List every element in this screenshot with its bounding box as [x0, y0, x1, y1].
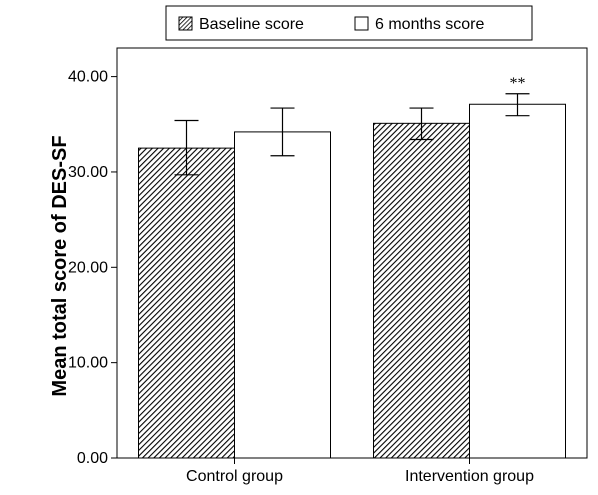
bar-baseline-1: [373, 122, 470, 459]
y-tick-label: 20.00: [68, 259, 108, 276]
legend-box: [165, 5, 533, 41]
x-axis: Control group Intervention group: [186, 458, 534, 485]
legend-swatch-baseline: [178, 16, 193, 31]
significance-annotation: **: [510, 75, 526, 92]
x-tick-label: Control group: [186, 468, 283, 485]
legend-label-baseline: Baseline score: [199, 16, 304, 33]
error-bars: [174, 93, 530, 176]
bar-baseline-0: [138, 147, 235, 459]
y-axis: 0.00 10.00 20.00 30.00 40.00: [68, 69, 117, 467]
bar-6months-1: [469, 103, 566, 459]
y-axis-label: Mean total score of DES-SF: [49, 135, 71, 396]
plot-frame: [116, 47, 588, 459]
bar-6months-0: [234, 131, 331, 459]
annotations: **: [510, 75, 526, 92]
y-tick-label: 40.00: [68, 69, 108, 86]
x-tick-label: Intervention group: [405, 468, 534, 485]
legend-swatch-6months: [354, 16, 369, 31]
legend: Baseline score 6 months score: [165, 5, 533, 41]
y-tick-label: 30.00: [68, 164, 108, 181]
y-tick-label: 0.00: [77, 450, 108, 467]
bars: [138, 103, 566, 459]
legend-label-6months: 6 months score: [375, 16, 484, 33]
y-tick-label: 10.00: [68, 355, 108, 372]
